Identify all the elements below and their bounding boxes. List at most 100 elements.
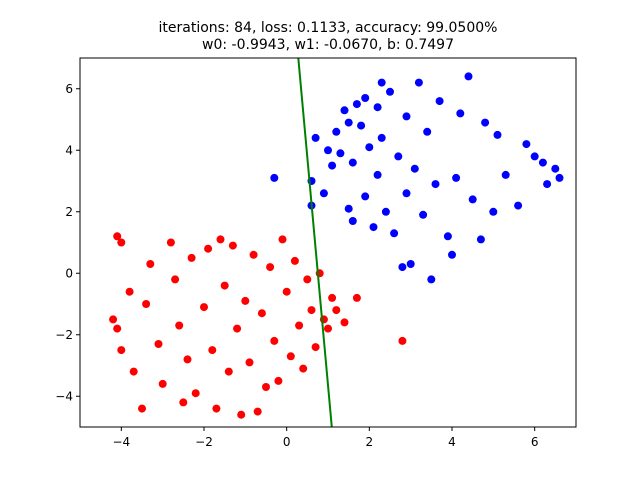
data-point	[129, 367, 138, 376]
data-point	[191, 389, 200, 398]
x-tick-label: 0	[283, 435, 291, 449]
y-tick-label: 0	[65, 266, 73, 280]
data-point	[530, 152, 539, 161]
data-point	[117, 346, 126, 355]
y-tick-label: 2	[65, 205, 73, 219]
data-point	[357, 121, 366, 130]
data-point	[361, 192, 370, 201]
data-point	[340, 318, 349, 327]
data-point	[423, 127, 432, 136]
data-point	[208, 346, 217, 355]
data-point	[282, 287, 291, 296]
data-point	[187, 253, 196, 262]
data-point	[295, 321, 304, 330]
chart-title-line-2: w0: -0.9943, w1: -0.0670, b: 0.7497	[202, 37, 454, 53]
data-point	[224, 367, 233, 376]
data-point	[464, 72, 473, 81]
data-point	[179, 398, 188, 407]
data-point	[435, 97, 444, 106]
x-tick-label: −4	[112, 435, 130, 449]
data-point	[158, 379, 167, 388]
data-point	[154, 340, 163, 348]
x-tick-label: 4	[448, 435, 456, 449]
data-point	[555, 173, 564, 182]
data-point	[456, 109, 465, 118]
data-point	[476, 235, 485, 244]
data-point	[340, 106, 349, 115]
data-point	[373, 170, 382, 179]
data-point	[328, 161, 337, 170]
data-point	[183, 355, 192, 364]
data-point	[228, 241, 237, 250]
data-point	[373, 103, 382, 112]
data-point	[299, 364, 308, 373]
data-point	[324, 324, 332, 333]
data-point	[266, 263, 275, 272]
data-point	[204, 244, 213, 253]
data-point	[381, 207, 390, 216]
x-tick-label: −2	[195, 435, 213, 449]
data-point	[390, 229, 399, 238]
data-point	[352, 100, 361, 109]
data-point	[113, 324, 122, 333]
data-point	[138, 404, 146, 413]
data-point	[109, 315, 118, 324]
y-tick-label: −2	[55, 328, 73, 342]
data-point	[514, 201, 523, 210]
data-point	[171, 275, 180, 284]
data-point	[324, 146, 332, 155]
data-point	[175, 321, 184, 330]
data-point	[336, 149, 345, 158]
decision-boundary-line	[297, 58, 333, 427]
data-point	[257, 309, 266, 318]
data-point	[344, 204, 353, 213]
data-point	[538, 158, 547, 167]
plot-frame	[79, 57, 577, 428]
data-point	[361, 94, 370, 102]
data-point	[410, 164, 419, 173]
data-point	[262, 383, 270, 391]
data-point	[402, 112, 411, 121]
data-point	[249, 250, 258, 259]
data-point	[481, 118, 490, 127]
x-tick-label: 2	[366, 435, 374, 449]
data-point	[468, 195, 477, 204]
x-tick-label: 6	[531, 435, 539, 449]
data-point	[274, 376, 283, 385]
data-point	[212, 404, 221, 413]
data-point	[443, 232, 452, 241]
data-point	[233, 324, 242, 333]
data-point	[402, 189, 411, 198]
data-point	[369, 223, 378, 232]
data-point	[311, 133, 320, 142]
data-point	[551, 164, 560, 173]
data-point	[394, 152, 403, 161]
data-point	[237, 410, 246, 419]
data-point	[427, 275, 436, 284]
y-axis-ticks: −4 −2 0 2 4 6	[55, 82, 80, 403]
decision-line-layer	[297, 58, 333, 427]
data-point	[200, 303, 208, 312]
data-point	[493, 130, 502, 139]
data-point	[328, 293, 337, 302]
data-point	[125, 287, 134, 296]
data-point	[286, 352, 295, 361]
data-point	[431, 180, 440, 189]
data-point	[146, 260, 155, 268]
data-point	[398, 263, 407, 272]
data-points-layer	[109, 72, 564, 419]
data-point	[241, 296, 250, 305]
data-point	[220, 281, 229, 290]
data-point	[113, 232, 122, 241]
data-point	[117, 238, 126, 247]
chart-title-line-1: iterations: 84, loss: 0.1133, accuracy: …	[159, 20, 498, 36]
y-tick-label: 6	[65, 82, 73, 96]
data-point	[386, 87, 394, 96]
data-point	[166, 238, 175, 247]
data-point	[319, 189, 328, 198]
data-point	[278, 235, 287, 244]
data-point	[522, 140, 531, 149]
data-point	[290, 256, 299, 265]
